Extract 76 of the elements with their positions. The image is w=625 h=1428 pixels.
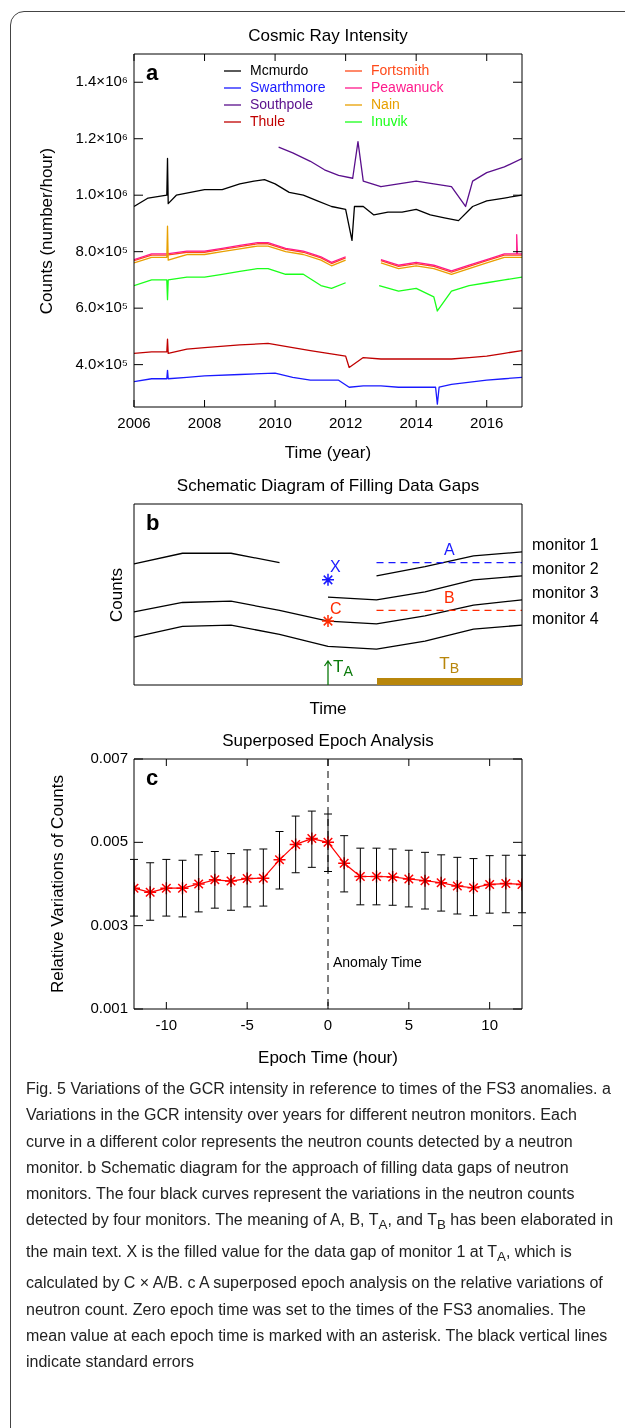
series-label: monitor 2 (532, 560, 599, 578)
x-tick-label: 2008 (187, 414, 222, 432)
y-tick-label: 4.0×10⁵ (75, 354, 128, 372)
point (466, 881, 481, 895)
x-tick-label: 5 (404, 1016, 414, 1034)
legend-label: Nain (371, 95, 400, 112)
point (175, 881, 190, 895)
point (240, 871, 254, 886)
legend-label: Mcmurdo (250, 61, 309, 78)
point (305, 831, 319, 846)
point (143, 885, 157, 900)
point (159, 881, 174, 895)
x-tick-label: 2014 (399, 414, 433, 432)
y-axis-title: Counts (number/hour) (36, 147, 56, 314)
point (353, 869, 368, 884)
legend-label: Swarthmore (250, 78, 326, 95)
point (482, 877, 497, 892)
series-label: C (330, 599, 342, 617)
y-tick-label: 0.001 (90, 999, 128, 1017)
text: b (146, 510, 160, 535)
y-axis-title: Relative Variations of Counts (47, 775, 67, 993)
point (191, 877, 206, 891)
series-label: X (330, 558, 341, 576)
chart-title: Cosmic Ray Intensity (248, 25, 408, 45)
y-tick-label: 1.2×10⁶ (75, 128, 128, 146)
x-tick-label: -10 (155, 1016, 178, 1034)
point (256, 871, 271, 885)
x-axis-title: Epoch Time (hour) (258, 1047, 398, 1067)
point (418, 873, 432, 888)
y-axis-title: Counts (106, 567, 126, 622)
legend-label: Southpole (250, 95, 314, 112)
point (369, 869, 384, 884)
series-label: B (443, 588, 455, 606)
annotation: a (146, 60, 159, 85)
series-label: monitor 3 (532, 584, 599, 602)
point (288, 837, 303, 852)
y-tick-label: 0.005 (90, 832, 128, 850)
y-tick-label: 0.007 (90, 749, 128, 767)
series-label: A (443, 540, 455, 558)
x-tick-label: -5 (240, 1016, 254, 1034)
point (208, 873, 222, 887)
x-tick-label: 2010 (258, 414, 292, 432)
text: Fig. 5 Variations of the GCR intensity in reference to times of the FS3 anomalies. a Variations in the GCR intensity over years for different neutron monitors. Each curve in a different color represents the neutron counts detected by a neutron monitor. b Schematic diagram for the approach of filling data gaps of neutron monitors. The four black curves represent the variations in the neutron counts detected by four monitors. The meaning of A, B, T$_{A}$, and T$_{B}$ has been elaborated in the main text. X is the filled value for the data gap of monitor 1 at T$_{A}$, which is calculated by C × A/B. c A superposed epoch analysis on the relative variations of neutron count. Zero epoch time was set to the times of the FS3 anomalies. The mean value at each epoch time is marked with an asterisk. The black vertical lines indicate standard errors (26, 1080, 614, 1371)
ref-line-label: Anomaly Time (333, 953, 422, 970)
point (337, 856, 351, 870)
x-tick-label: 2012 (328, 414, 363, 432)
x-axis-title: Time (year) (284, 442, 372, 462)
y-tick-label: 1.0×10⁶ (75, 185, 128, 203)
point (272, 853, 287, 867)
y-tick-label: 0.003 (90, 915, 128, 933)
legend-label: Peawanuck (371, 78, 445, 95)
chart-title: Superposed Epoch Analysis (222, 730, 434, 750)
series-label: monitor 4 (532, 609, 599, 627)
x-tick-label: 2016 (470, 414, 504, 432)
annotation: c (146, 765, 159, 790)
point (385, 870, 400, 884)
x-tick-label: 2006 (117, 414, 151, 432)
point (434, 876, 448, 890)
series-label: monitor 1 (532, 536, 599, 554)
annotation: T$_{B}$ (439, 654, 460, 677)
point (402, 872, 416, 886)
y-tick-label: 8.0×10⁵ (75, 241, 128, 259)
legend-label: Inuvik (371, 112, 409, 129)
x-axis-title: Time (309, 698, 347, 718)
x-tick-label: 10 (481, 1016, 499, 1034)
point (224, 874, 238, 888)
y-tick-label: 1.4×10⁶ (75, 72, 128, 90)
point (499, 876, 513, 891)
point (450, 879, 465, 893)
point (321, 835, 335, 850)
y-tick-label: 6.0×10⁵ (75, 298, 128, 316)
legend-label: Thule (250, 112, 286, 129)
legend-label: Fortsmith (371, 61, 430, 78)
x-tick-label: 0 (323, 1016, 333, 1034)
chart-title: Schematic Diagram of Filling Data Gaps (176, 475, 480, 495)
annotation: T$_{A}$ (333, 657, 353, 680)
